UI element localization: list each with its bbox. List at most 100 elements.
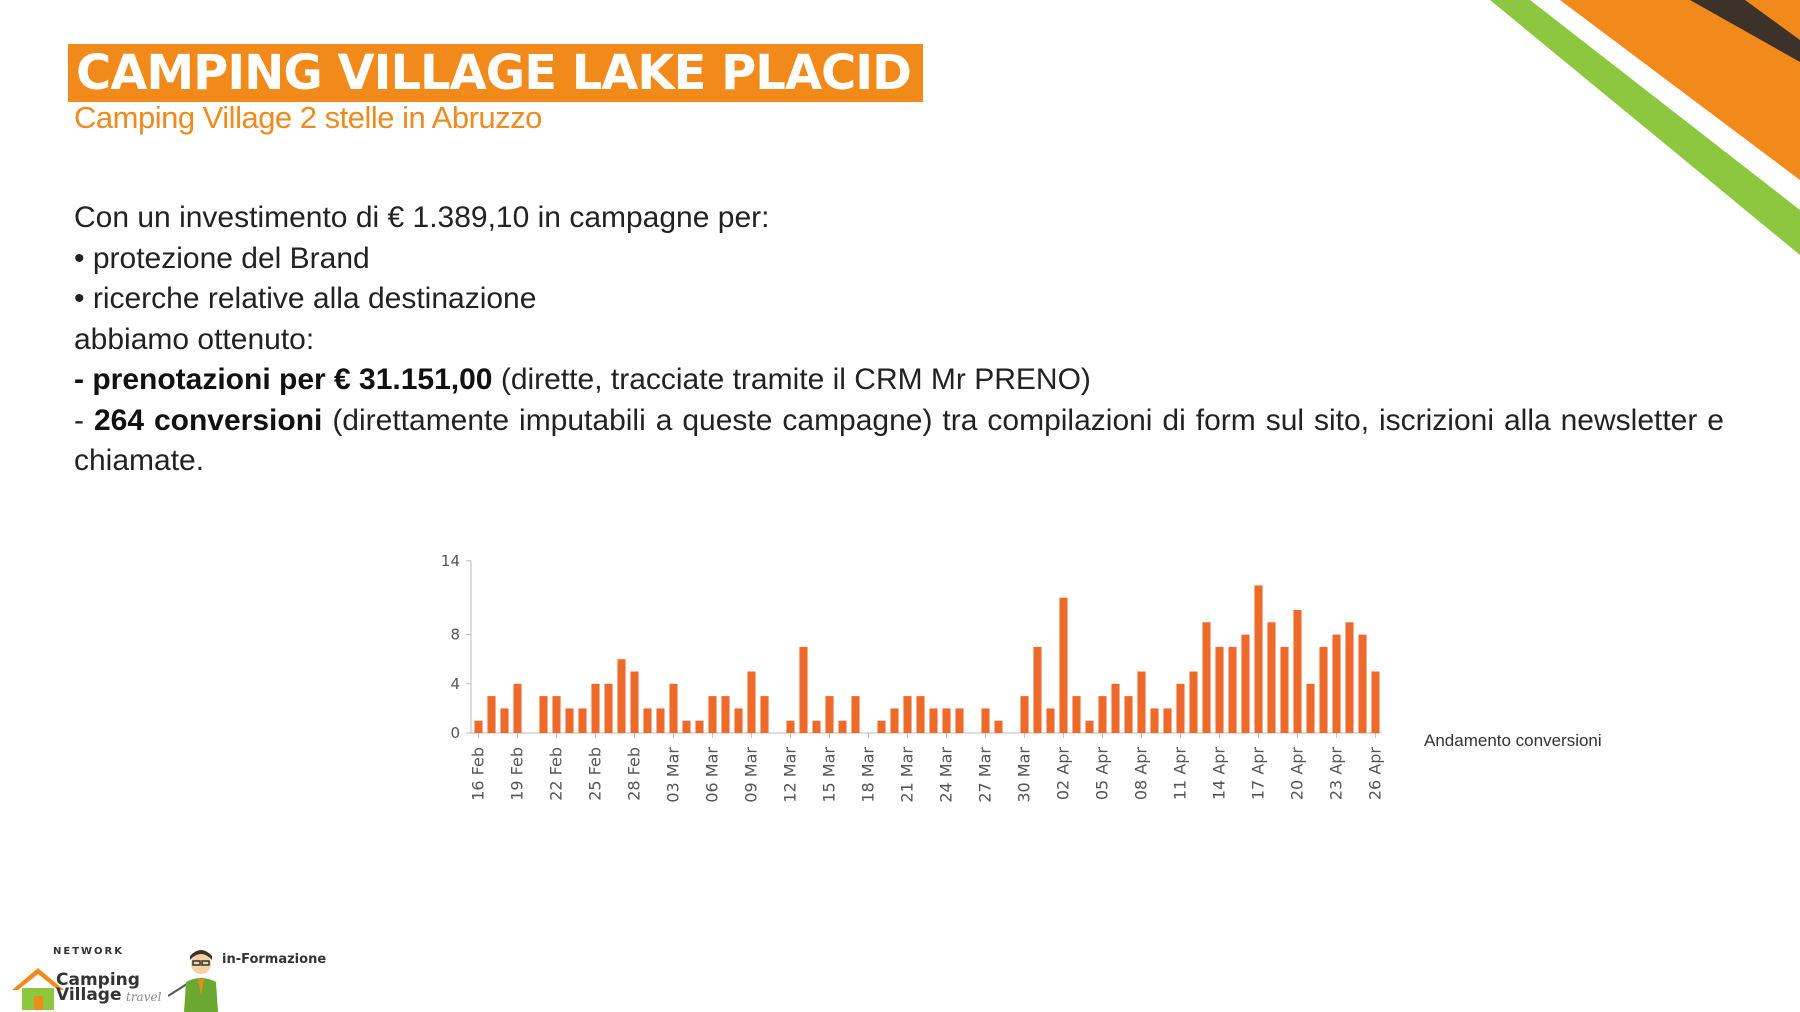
x-tick-label: 03 Mar (664, 747, 683, 803)
bar (942, 708, 951, 733)
conversions-note: (direttamente imputabili a queste campag… (74, 403, 1724, 478)
conversions-count: 264 conversioni (93, 403, 323, 437)
bar (1176, 683, 1185, 733)
description-block: Con un investimento di € 1.389,10 in cam… (74, 198, 1724, 482)
bar (1371, 671, 1380, 733)
bar (617, 659, 626, 733)
bullet-brand: • protezione del Brand (74, 241, 370, 275)
network-logo: NETWORK Camping Village travel in-Formaz… (8, 942, 328, 1012)
bar (1228, 646, 1237, 733)
x-tick-label: 08 Apr (1132, 747, 1151, 801)
bar (1267, 622, 1276, 733)
logo-village: Village (56, 985, 122, 1005)
bar (734, 708, 743, 733)
decorative-stripes (1490, 0, 1800, 260)
bar (1046, 708, 1055, 733)
conversions-line: - 264 conversioni (direttamente imputabi… (74, 401, 1724, 482)
x-tick-label: 27 Mar (976, 747, 995, 803)
x-tick-label: 15 Mar (820, 747, 839, 803)
bar (630, 671, 639, 733)
title-banner: CAMPING VILLAGE LAKE PLACID (68, 44, 923, 102)
bar (1098, 696, 1107, 733)
page-subtitle: Camping Village 2 stelle in Abruzzo (74, 100, 542, 135)
x-tick-label: 20 Apr (1288, 747, 1307, 801)
bar (994, 720, 1003, 733)
bar (1332, 634, 1341, 733)
x-tick-label: 22 Feb (547, 747, 566, 801)
logo-partner: in-Formazione (222, 952, 327, 967)
bar (1254, 585, 1263, 733)
bar (682, 720, 691, 733)
bar (1163, 708, 1172, 733)
bar (1280, 646, 1289, 733)
bar (565, 708, 574, 733)
bar (539, 696, 548, 733)
bar (1293, 610, 1302, 733)
investment-line: Con un investimento di € 1.389,10 in cam… (74, 201, 770, 234)
bar (981, 708, 990, 733)
bar (825, 696, 834, 733)
bar (747, 671, 756, 733)
bar (903, 696, 912, 733)
bar (799, 646, 808, 733)
conversions-dash: - (74, 403, 94, 437)
x-tick-label: 24 Mar (937, 747, 956, 803)
bar (877, 720, 886, 733)
bar (474, 720, 483, 733)
bar (929, 708, 938, 733)
bar (1358, 634, 1367, 733)
bar (669, 683, 678, 733)
x-tick-label: 05 Apr (1093, 747, 1112, 801)
x-tick-label: 06 Mar (703, 747, 722, 803)
x-tick-label: 19 Feb (508, 747, 527, 801)
x-tick-label: 14 Apr (1210, 747, 1229, 801)
x-tick-label: 16 Feb (469, 747, 488, 801)
bar (487, 696, 496, 733)
bar (513, 683, 522, 733)
bar (1150, 708, 1159, 733)
bar (1059, 597, 1068, 733)
bar (1085, 720, 1094, 733)
y-tick-label: 8 (450, 626, 460, 644)
logo-script: travel (126, 990, 162, 1004)
bar (1033, 646, 1042, 733)
bar (786, 720, 795, 733)
chart-legend: Andamento conversioni (1424, 731, 1602, 750)
bar (1189, 671, 1198, 733)
bar (604, 683, 613, 733)
bar (1124, 696, 1133, 733)
bar (695, 720, 704, 733)
bar (851, 696, 860, 733)
bar (838, 720, 847, 733)
bar (656, 708, 665, 733)
bar (1111, 683, 1120, 733)
mascot-icon (168, 950, 218, 1012)
bar (1241, 634, 1250, 733)
bookings-amount: - prenotazioni per € 31.151,00 (74, 363, 493, 396)
bar (500, 708, 509, 733)
bar (1137, 671, 1146, 733)
bar (1306, 683, 1315, 733)
bar (890, 708, 899, 733)
x-tick-label: 17 Apr (1249, 747, 1268, 801)
conversions-bar-chart: 0 4 8 14 16 Feb 19 Feb 22 Feb 25 Feb 28 Feb 03 Ma… (441, 552, 1385, 803)
bar (760, 696, 769, 733)
bar (1072, 696, 1081, 733)
bar (1202, 622, 1211, 733)
bar (1215, 646, 1224, 733)
house-icon (12, 968, 64, 1010)
logo-camping: Camping (56, 970, 140, 990)
x-tick-label: 02 Apr (1054, 747, 1073, 801)
y-tick-label: 0 (450, 724, 460, 742)
x-tick-label: 30 Mar (1015, 747, 1034, 803)
bar (708, 696, 717, 733)
bookings-note: (dirette, tracciate tramite il CRM Mr PR… (492, 363, 1091, 396)
x-tick-label: 21 Mar (898, 747, 917, 803)
bar (916, 696, 925, 733)
x-tick-label: 26 Apr (1366, 747, 1385, 801)
bar (1319, 646, 1328, 733)
x-tick-label: 11 Apr (1171, 747, 1190, 801)
y-tick-label: 14 (441, 552, 460, 570)
x-tick-label: 12 Mar (781, 747, 800, 803)
x-tick-label: 25 Feb (586, 747, 605, 801)
